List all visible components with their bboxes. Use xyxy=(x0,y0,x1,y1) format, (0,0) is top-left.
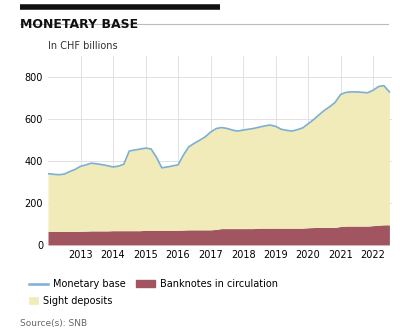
Legend: Monetary base, Banknotes in circulation: Monetary base, Banknotes in circulation xyxy=(25,275,282,293)
Text: MONETARY BASE: MONETARY BASE xyxy=(20,18,138,31)
Text: In CHF billions: In CHF billions xyxy=(48,41,118,51)
Legend: Sight deposits: Sight deposits xyxy=(25,292,116,309)
Text: Source(s): SNB: Source(s): SNB xyxy=(20,319,87,328)
